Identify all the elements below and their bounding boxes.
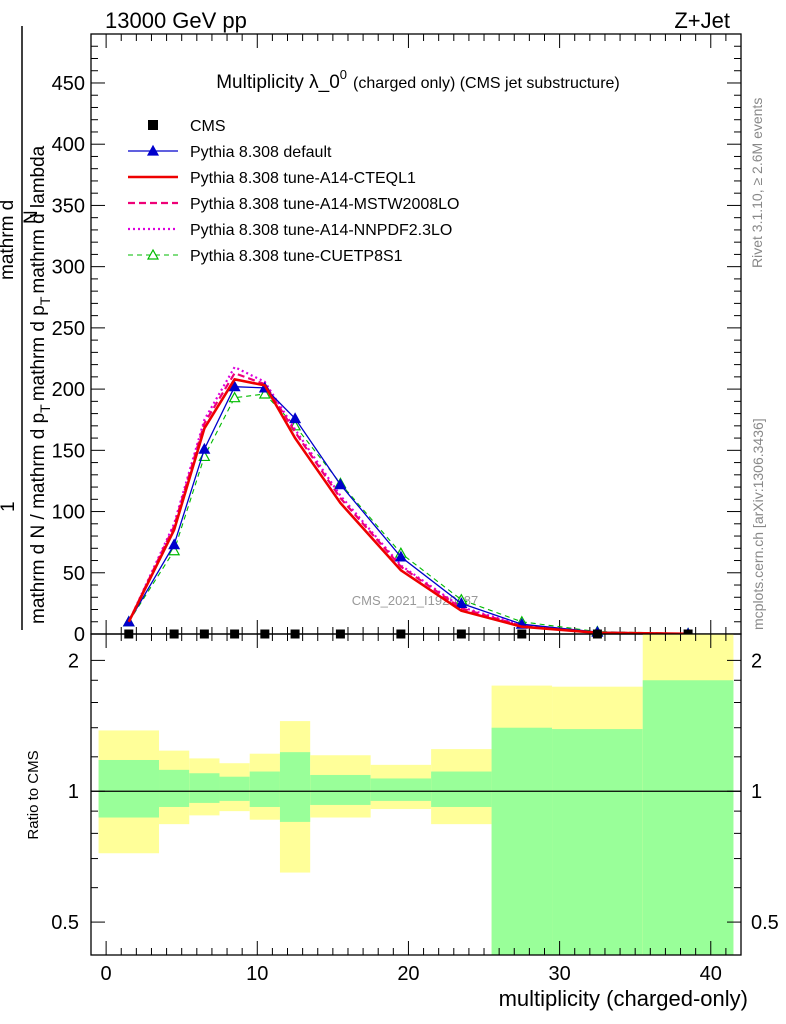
ylabel-numerator-N: N [21,210,42,224]
ratio-inner-band [310,774,371,805]
series-marker-cuetp8s1 [228,391,241,403]
y-tick-label: 400 [52,134,85,156]
ratio-y-tick-label: 1 [68,781,79,803]
series-line-a14_mstw [127,371,689,635]
series-marker-cuetp8s1 [258,387,271,399]
y-tick-label: 100 [52,502,85,524]
mcplots-label: mcplots.cern.ch [arXiv:1306.3436] [750,418,766,630]
legend-label-a14_cteql1: Pythia 8.308 tune-A14-CTEQL1 [190,170,416,187]
ratio-y-tick-label-right: 0.5 [751,912,779,934]
legend-swatch-cms [148,120,158,130]
ylabel-denominator: mathrm d N / mathrm d pTmathrm d pTmathr… [28,145,53,624]
ratio-inner-band [189,773,220,803]
rivet-label: Rivet 3.1.10, ≥ 2.6M events [749,98,765,268]
plot-title-main: Multiplicity λ_0 [216,72,340,93]
legend-label-default: Pythia 8.308 default [190,144,332,161]
series-marker-default [228,380,241,392]
series-line-cuetp8s1 [128,393,689,635]
y-tick-label: 200 [52,379,85,401]
ratio-inner-band [219,776,250,801]
x-tick-label: 30 [548,963,570,985]
ylabel-numerator-1: 1 [0,501,19,512]
series-marker-default [198,442,211,454]
legend-label-a14_mstw: Pythia 8.308 tune-A14-MSTW2008LO [190,196,459,213]
y-tick-label: 450 [52,73,85,95]
x-tick-label: 10 [246,963,268,985]
y-tick-label: 150 [52,440,85,462]
series-line-a14_cteql1 [127,377,689,636]
ratio-inner-band [491,727,553,955]
ratio-y-tick-label-right: 1 [751,781,762,803]
series-line-default [128,386,689,635]
header-right: Z+Jet [674,8,730,33]
plot-title-sup: 0 [340,67,347,82]
legend-label-a14_nnpdf: Pythia 8.308 tune-A14-NNPDF2.3LO [190,222,452,239]
ratio-axis-ticks: 0.5 0.51 12 20 10 20 30 40 [51,634,779,985]
ratio-inner-band [370,778,432,801]
series-marker-default [168,538,181,550]
x-tick-label: 0 [101,963,112,985]
y-tick-label: 0 [74,624,85,646]
ratio-y-tick-label: 2 [68,650,79,672]
ratio-inner-band [159,769,190,807]
x-axis-label: multiplicity (charged-only) [499,986,748,1011]
legend-label-cuetp8s1: Pythia 8.308 tune-CUETP8S1 [190,248,403,265]
ratio-frame [90,633,742,956]
y-tick-label: 350 [52,195,85,217]
ratio-inner-band [249,771,280,807]
ratio-y-tick-label-right: 2 [751,650,762,672]
legend-marker-cuetp8s1 [146,248,160,260]
legend: CMS Pythia 8.308 default Pythia 8.308 tune… [128,118,459,265]
plot-title: Multiplicity λ_00 (charged only) (CMS jet… [216,67,620,93]
ratio-ylabel: Ratio to CMS [25,750,42,839]
ylabel-numerator-d: mathrm d [0,200,18,280]
main-ylabel: mathrm d N / mathrm d pTmathrm d pTmathr… [0,26,53,630]
ratio-y-tick-label: 0.5 [51,912,79,934]
series-marker-default [289,412,302,424]
x-tick-label: 40 [700,963,722,985]
y-tick-label: 300 [52,257,85,279]
legend-marker-default [146,144,160,156]
main-axis-ticks: 0 50 100 150 200 250 300 350 400 450 [52,34,741,646]
series-marker-default [334,478,347,490]
ratio-inner-band [279,752,311,822]
series-marker-default [394,550,407,562]
legend-label-cms: CMS [190,118,226,135]
ratio-inner-band [552,729,643,955]
x-tick-label: 20 [397,963,419,985]
ratio-inner-band [98,759,160,818]
series-marker-default [455,597,468,608]
series-marker-cuetp8s1 [168,544,181,556]
header-left: 13000 GeV pp [105,8,247,33]
ratio-inner-band [642,680,734,955]
ratio-inner-band [431,771,492,807]
plot-title-tail: (charged only) (CMS jet substructure) [353,75,620,92]
main-frame [90,33,742,635]
y-tick-label: 50 [63,563,85,585]
ratio-bands [98,634,734,955]
ratio-panel: 0.5 0.51 12 20 10 20 30 40 [51,633,779,985]
y-tick-label: 250 [52,318,85,340]
